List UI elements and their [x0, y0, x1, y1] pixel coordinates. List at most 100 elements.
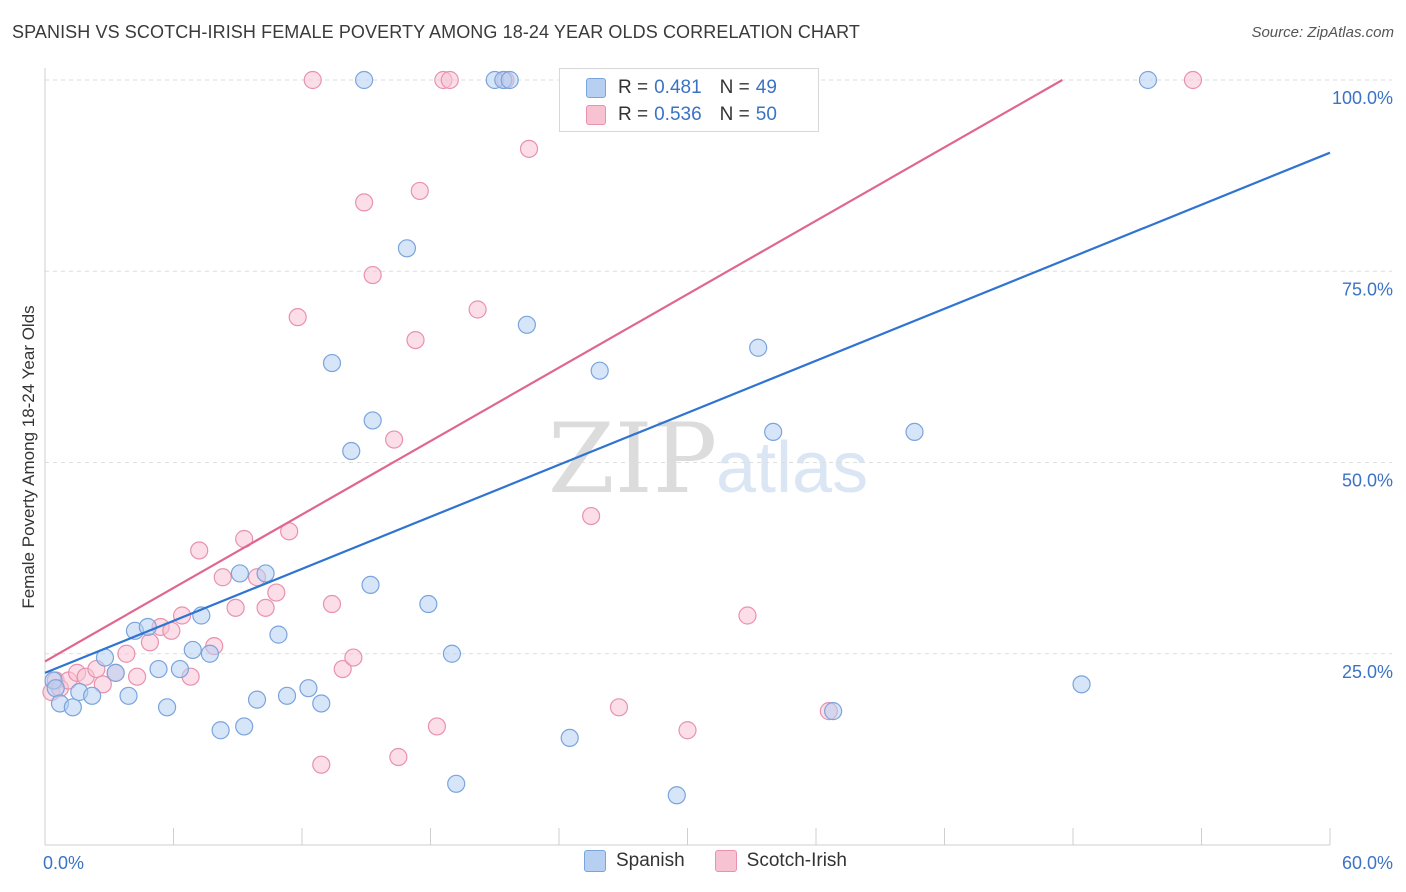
scotch-irish-point — [582, 506, 601, 526]
x-tick-label: 0.0% — [43, 853, 84, 873]
scotch-irish-point — [384, 430, 404, 449]
spanish-point — [149, 659, 168, 679]
scotch-irish-point — [1183, 70, 1203, 90]
spanish-n-value: 49 — [755, 77, 777, 98]
axis-labels: 25.0% 50.0% 75.0% 100.0% 0.0% 60.0% Female Pov… — [19, 88, 1393, 873]
series-legend: Spanish Scotch-Irish — [584, 850, 877, 872]
trend-lines — [44, 79, 1331, 674]
spanish-point — [342, 441, 361, 461]
scotch-irish-point — [410, 181, 429, 201]
scotch-irish-r-value: 0.536 — [654, 104, 702, 125]
spanish-point — [269, 625, 288, 644]
spanish-point — [749, 338, 768, 357]
scotch-irish-point — [288, 308, 307, 327]
spanish-point — [397, 239, 417, 258]
spanish-trend-line — [44, 151, 1331, 674]
spanish-point — [211, 721, 230, 740]
scotch-irish-point — [213, 568, 232, 587]
source-label: Source: ZipAtlas.com — [1251, 24, 1394, 41]
spanish-point — [764, 422, 783, 441]
scotch-irish-point — [440, 70, 459, 90]
spanish-point — [517, 315, 536, 334]
scotch-irish-point — [468, 300, 487, 319]
legend-row-spanish: R = 0.481 N = 49 — [586, 76, 777, 100]
n-label: N = — [719, 104, 750, 125]
scotch-irish-point — [389, 747, 408, 767]
spanish-point — [256, 564, 275, 583]
spanish-point — [824, 702, 843, 721]
spanish-point — [905, 422, 924, 441]
scotch-irish-point — [738, 606, 757, 625]
spanish-point — [299, 679, 318, 698]
spanish-point — [119, 686, 138, 705]
legend-label-spanish: Spanish — [616, 850, 685, 871]
scotch-irish-point — [406, 331, 425, 350]
r-label: R = — [618, 77, 649, 98]
y-tick-label: 75.0% — [1342, 279, 1393, 299]
spanish-point — [200, 644, 220, 663]
grid-lines — [45, 79, 1392, 655]
spanish-point — [322, 353, 342, 373]
scotch-irish-point — [226, 598, 245, 617]
spanish-point — [106, 663, 125, 682]
scotch-irish-point — [267, 583, 286, 602]
y-axis-label: Female Poverty Among 18-24 Year Olds — [19, 305, 38, 608]
chart-title: SPANISH VS SCOTCH-IRISH FEMALE POVERTY A… — [12, 22, 860, 42]
scotch-irish-point — [363, 265, 382, 285]
spanish-point — [447, 774, 466, 793]
scotch-irish-swatch — [714, 850, 737, 872]
legend-row-scotch-irish: R = 0.536 N = 50 — [586, 103, 777, 127]
scotch-irish-point — [190, 541, 209, 560]
legend-item-scotch-irish[interactable]: Scotch-Irish — [714, 850, 847, 872]
r-label: R = — [618, 104, 649, 125]
spanish-point — [363, 411, 382, 430]
spanish-point — [419, 594, 438, 614]
scotch-irish-point — [519, 139, 539, 158]
y-tick-label: 25.0% — [1342, 662, 1393, 682]
scotch-irish-swatch — [586, 105, 606, 125]
scotch-irish-n-value: 50 — [755, 104, 777, 125]
spanish-point — [83, 686, 102, 705]
spanish-point — [355, 70, 374, 90]
scotch-irish-point — [303, 70, 322, 90]
spanish-point — [157, 698, 177, 717]
spanish-point — [1138, 70, 1158, 90]
scotch-irish-point — [140, 633, 160, 652]
spanish-point — [230, 564, 249, 583]
scotch-irish-point — [355, 193, 374, 212]
n-label: N = — [719, 77, 750, 98]
spanish-point — [590, 361, 609, 380]
scotch-irish-point — [678, 721, 697, 740]
spanish-swatch — [586, 78, 606, 98]
spanish-point — [500, 70, 519, 90]
y-tick-label: 50.0% — [1342, 471, 1393, 491]
scotch-irish-point — [127, 667, 147, 686]
spanish-r-value: 0.481 — [654, 77, 702, 98]
scotch-irish-point — [312, 755, 331, 774]
spanish-point — [442, 644, 462, 663]
spanish-point — [1072, 675, 1091, 694]
watermark-atlas: atlas — [716, 428, 868, 508]
scotch-irish-point — [333, 659, 352, 679]
spanish-point — [560, 728, 579, 748]
legend-item-spanish[interactable]: Spanish — [584, 850, 685, 872]
scotch-irish-trend-line — [44, 79, 1063, 663]
scotch-irish-point — [117, 644, 136, 663]
spanish-point — [46, 679, 65, 698]
spanish-point — [277, 686, 297, 705]
scotch-irish-point — [322, 594, 342, 614]
spanish-point — [667, 786, 686, 805]
spanish-point — [235, 717, 254, 736]
scotch-irish-point — [93, 675, 112, 694]
scotch-irish-point — [256, 598, 275, 617]
spanish-point — [361, 575, 380, 595]
scotch-irish-point — [609, 698, 629, 717]
legend-label-scotch-irish: Scotch-Irish — [746, 850, 847, 871]
spanish-point — [247, 690, 267, 709]
y-tick-label: 100.0% — [1332, 88, 1393, 108]
spanish-point — [63, 698, 82, 717]
spanish-points — [44, 70, 1158, 805]
spanish-point — [312, 694, 331, 713]
axes — [44, 68, 1331, 846]
